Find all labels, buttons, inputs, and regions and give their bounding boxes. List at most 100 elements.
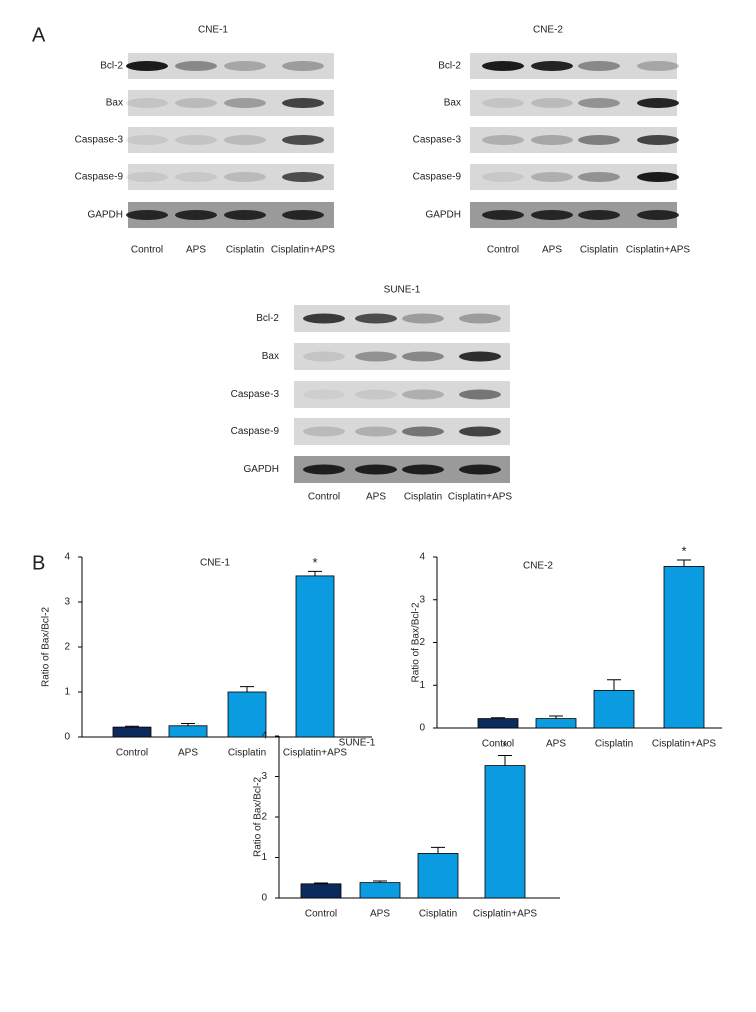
blot-band [402, 313, 444, 324]
y-tick-label: 0 [419, 723, 425, 734]
y-tick-label: 4 [419, 552, 425, 563]
chart-title: SUNE-1 [339, 738, 376, 749]
error-bar [181, 723, 195, 726]
blot-band [224, 172, 266, 182]
blot-band [126, 98, 168, 108]
blot-band [175, 135, 217, 145]
y-tick-label: 1 [261, 852, 267, 863]
blot-band [459, 351, 501, 362]
blot-band [531, 172, 573, 182]
blot-band [282, 98, 324, 108]
blot-band [175, 210, 217, 220]
blot-lane-label: Cisplatin [580, 245, 618, 256]
blot-band [578, 172, 620, 182]
error-bar [491, 717, 505, 719]
significance-mark: * [502, 739, 507, 754]
blot-band [355, 464, 397, 475]
blot-band [578, 210, 620, 220]
blot-lane-label: Control [308, 492, 340, 503]
y-axis-label: Ratio of Bax/Bcl-2 [41, 607, 52, 687]
blot-row-label: Bax [262, 351, 279, 362]
blot-row-label: Caspase-3 [413, 135, 462, 146]
blot-row-label: Bcl-2 [100, 61, 123, 72]
blot-band [175, 98, 217, 108]
blot-lane-label: Cisplatin [404, 492, 442, 503]
blot-band [175, 61, 217, 71]
blot-row-label: GAPDH [425, 210, 461, 221]
blot-band [282, 61, 324, 71]
blot-band [282, 135, 324, 145]
blot-band [355, 426, 397, 437]
blot-lane-label: Cisplatin+APS [271, 245, 336, 256]
blot-band [531, 135, 573, 145]
bar [535, 718, 577, 729]
blot-row-label: GAPDH [243, 464, 279, 475]
x-tick-label: APS [546, 739, 566, 750]
y-tick-label: 0 [64, 732, 70, 743]
y-tick-label: 1 [419, 680, 425, 691]
blot-row-label: GAPDH [87, 210, 123, 221]
blot-row-label: Caspase-3 [231, 389, 280, 400]
blot-band [355, 389, 397, 400]
x-tick-label: Control [305, 909, 337, 920]
bar [484, 765, 526, 899]
blot-row-label: Caspase-9 [75, 172, 124, 183]
blot-band [126, 61, 168, 71]
blot-band [224, 61, 266, 71]
blot-band [482, 172, 524, 182]
blot-band [637, 172, 679, 182]
blot-band [459, 389, 501, 400]
blot-title: CNE-1 [198, 25, 228, 36]
blot-band [355, 313, 397, 324]
error-bar [498, 754, 512, 766]
bar [227, 691, 267, 738]
blot-row-label: Bax [444, 98, 461, 109]
blot-title: CNE-2 [533, 25, 563, 36]
error-bar [240, 686, 254, 692]
x-tick-label: Cisplatin [595, 739, 633, 750]
bar [112, 726, 152, 738]
blot-band [126, 135, 168, 145]
bar [359, 882, 401, 899]
blot-band [175, 172, 217, 182]
blot-band [482, 61, 524, 71]
significance-mark: * [312, 555, 317, 570]
blot-band [303, 464, 345, 475]
error-bar [373, 880, 387, 883]
chart-title: CNE-1 [200, 558, 230, 569]
error-bar [125, 725, 139, 728]
blot-lane-label: Control [487, 245, 519, 256]
bar [593, 689, 635, 729]
blot-band [531, 98, 573, 108]
blot-lane-label: Cisplatin [226, 245, 264, 256]
bar [300, 883, 342, 899]
y-tick-label: 3 [64, 597, 70, 608]
blot-band [402, 351, 444, 362]
blot-lane-label: APS [186, 245, 206, 256]
blot-lane-label: Cisplatin+APS [448, 492, 513, 503]
bar [295, 575, 335, 738]
y-tick-label: 4 [64, 552, 70, 563]
blot-band [402, 464, 444, 475]
bar [477, 718, 519, 729]
y-tick-label: 2 [419, 637, 425, 648]
blot-band [402, 389, 444, 400]
blot-band [482, 135, 524, 145]
y-tick-label: 0 [261, 893, 267, 904]
error-bar [677, 559, 691, 567]
blot-row-label: Caspase-3 [75, 135, 124, 146]
panel-label: B [32, 552, 45, 574]
bar [663, 566, 705, 729]
blot-lane-label: APS [366, 492, 386, 503]
blot-band [224, 210, 266, 220]
error-bar [607, 679, 621, 691]
blot-band [459, 426, 501, 437]
significance-mark: * [681, 543, 686, 558]
blot-band [637, 210, 679, 220]
blot-band [303, 426, 345, 437]
blot-band [459, 313, 501, 324]
x-tick-label: APS [178, 748, 198, 759]
blot-band [578, 61, 620, 71]
y-axis-label: Ratio of Bax/Bcl-2 [253, 777, 264, 857]
blot-row-label: Caspase-9 [231, 426, 280, 437]
